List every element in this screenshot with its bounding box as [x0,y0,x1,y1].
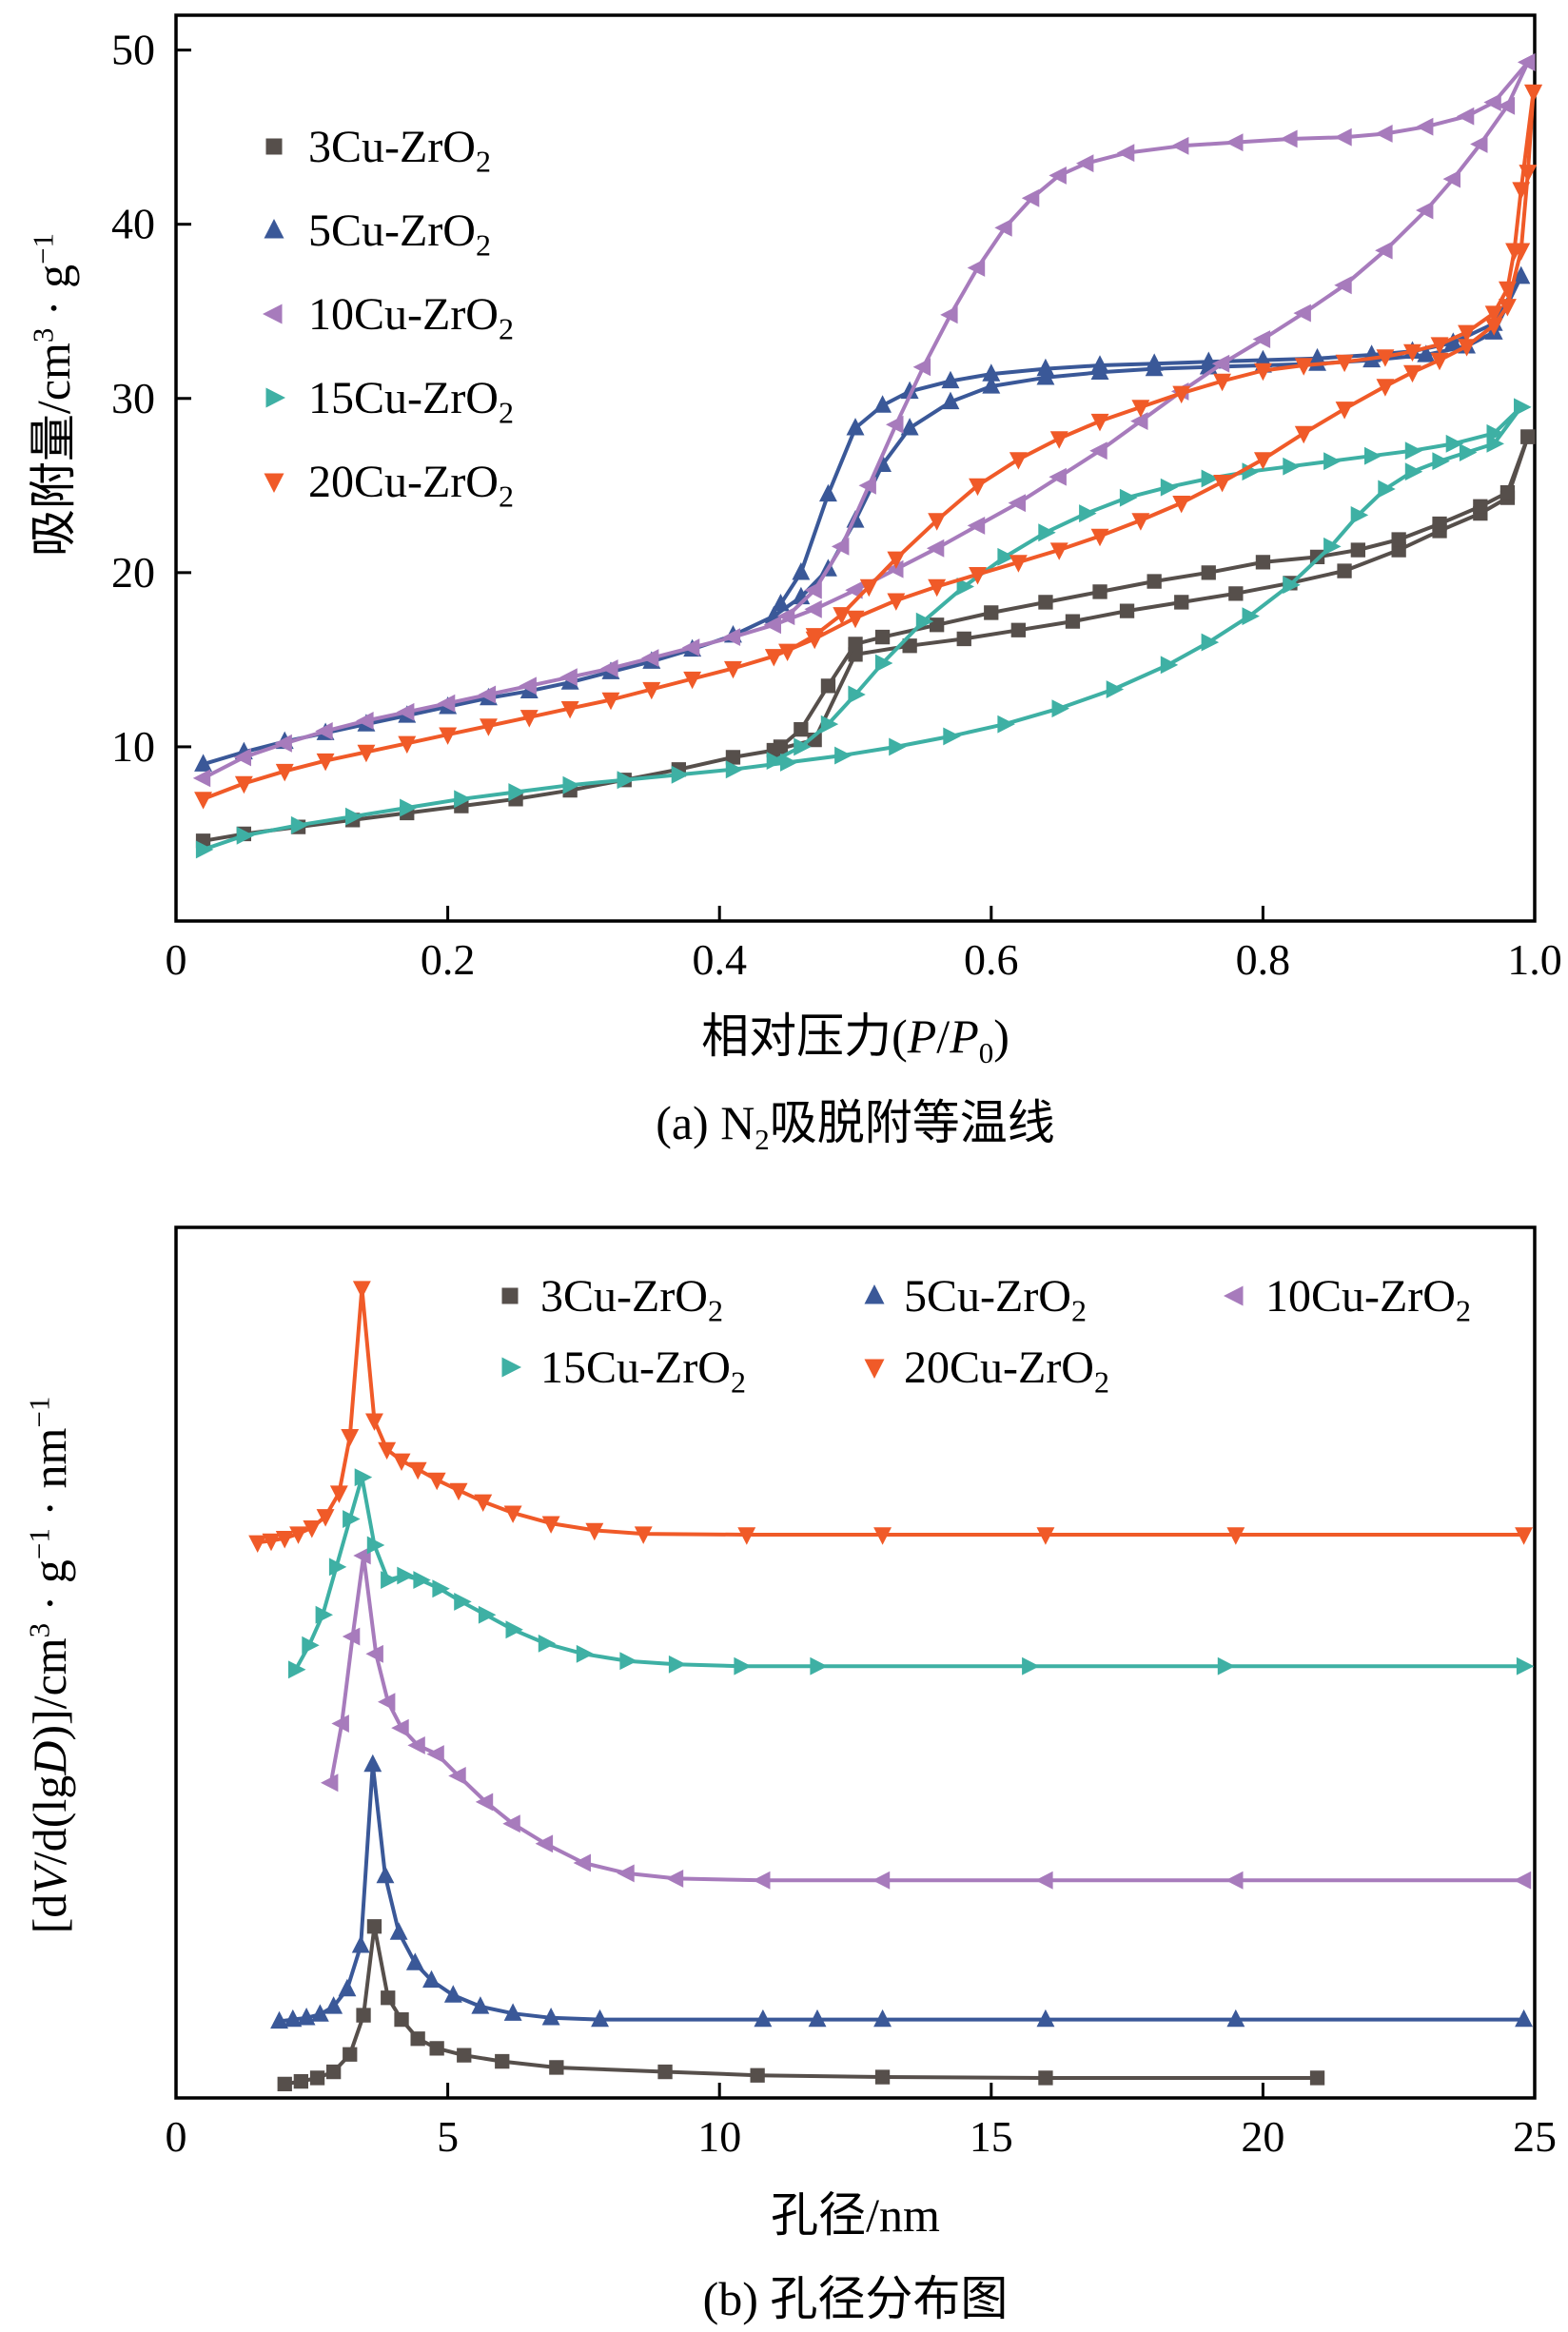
legend-item-2: 5Cu-ZrO2 [864,1271,1087,1328]
series-1-curve [195,429,1536,849]
series-1-curve [277,1919,1325,2091]
legend-marker [264,219,284,239]
series-5-curve [194,84,1543,810]
legend-marker [263,304,283,324]
series-5-curve [248,1281,1534,1553]
series-3-curve [321,1546,1532,1890]
legend-label: 15Cu-ZrO2 [308,373,514,430]
legend-marker [864,1284,885,1304]
x-tick-label: 25 [1513,2112,1557,2161]
legend-label: 3Cu-ZrO2 [540,1271,723,1328]
legend-item-5: 20Cu-ZrO2 [264,457,514,514]
legend-item-1: 3Cu-ZrO2 [265,122,491,179]
y-tick-label: 30 [111,374,155,422]
legend-label: 10Cu-ZrO2 [308,289,514,346]
x-tick-label: 0.8 [1236,935,1291,984]
x-tick-label: 0.2 [421,935,476,984]
pore-distribution-chart: 0 5 10 15 20 25 3Cu-ZrO2 5Cu-ZrO2 10Cu-ZrO2 15Cu-… [166,1225,1557,2161]
x-tick-label: 0.4 [692,935,747,984]
legend-label: 10Cu-ZrO2 [1265,1271,1471,1328]
legend-item-1: 3Cu-ZrO2 [501,1271,723,1328]
legend-label: 5Cu-ZrO2 [904,1271,1087,1328]
x-tick-label: 1.0 [1507,935,1562,984]
x-tick-label: 15 [970,2112,1013,2161]
x-tick-label: 0.6 [964,935,1019,984]
legend-marker [501,1287,519,1304]
legend-item-2: 5Cu-ZrO2 [264,206,491,263]
isotherm-y-axis-title: 吸附量/cm3 · g−1 [26,232,80,558]
legend-item-3: 10Cu-ZrO2 [263,289,514,346]
y-tick-label: 20 [111,548,155,597]
pore-y-axis-title: [dV/d(lgD)]/cm3 · g−1 · nm−1 [22,1396,76,1934]
legend-item-4: 15Cu-ZrO2 [265,373,514,430]
legend-marker [864,1359,885,1379]
pore-caption: (b) 孔径分布图 [702,2272,1009,2325]
series-4-curve [288,1468,1535,1679]
series-2-curve [270,1754,1534,2029]
x-tick-label: 20 [1241,2112,1284,2161]
legend-marker [264,473,284,493]
legend-label: 20Cu-ZrO2 [308,457,514,514]
legend-item-3: 10Cu-ZrO2 [1224,1271,1471,1328]
y-tick-label: 40 [111,200,155,248]
series-3-curve [192,53,1536,788]
y-tick-label: 50 [111,26,155,74]
x-tick-label: 0 [166,935,187,984]
pore-x-axis-title: 孔径/nm [771,2188,940,2242]
x-tick-label: 10 [697,2112,741,2161]
legend-marker [265,138,283,155]
isotherm-chart: 0 0.2 0.4 0.6 0.8 1.0 10 20 30 40 50 3Cu-ZrO2 5Cu-Zr… [111,13,1562,984]
legend-marker [501,1357,521,1378]
legend-item-4: 15Cu-ZrO2 [501,1342,746,1400]
legend-label: 20Cu-ZrO2 [904,1342,1109,1400]
series-4-curve [195,398,1532,859]
axis-frame [174,13,1537,923]
x-tick-label: 0 [166,2112,187,2161]
legend-label: 15Cu-ZrO2 [540,1342,746,1400]
legend-label: 5Cu-ZrO2 [308,206,491,263]
legend-item-5: 20Cu-ZrO2 [864,1342,1109,1400]
y-tick-label: 10 [111,722,155,771]
isotherm-x-axis-title: 相对压力(P/P0) [701,1009,1009,1069]
x-tick-label: 5 [437,2112,459,2161]
legend-marker [265,387,285,408]
isotherm-caption: (a) N2吸脱附等温线 [656,1096,1055,1156]
legend-marker [1224,1285,1244,1306]
axis-frame [174,1225,1537,2100]
legend-label: 3Cu-ZrO2 [308,122,491,179]
